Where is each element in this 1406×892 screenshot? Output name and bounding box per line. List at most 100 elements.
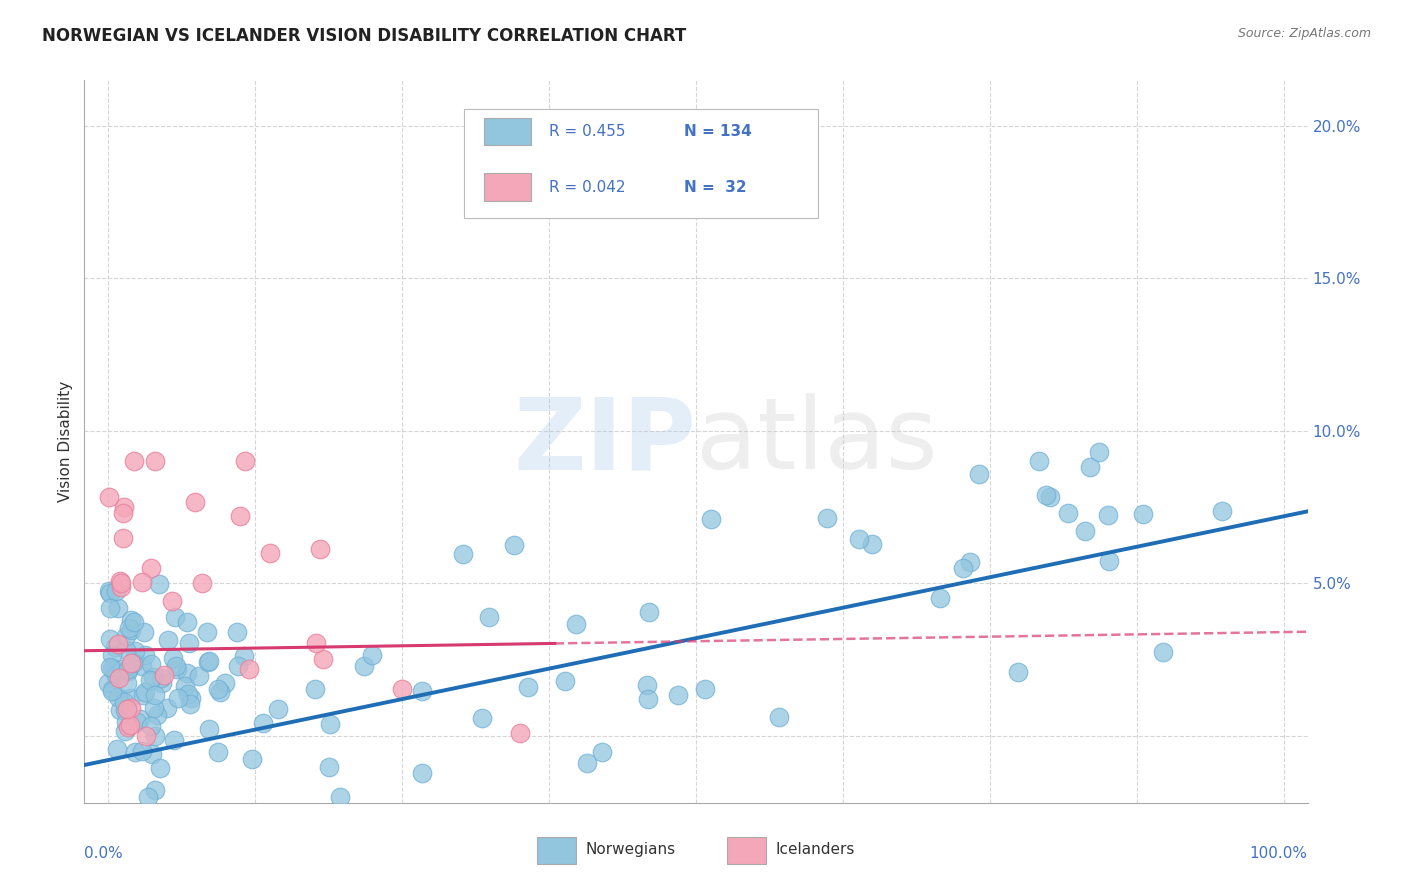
Point: [143, 454, 166, 468]
Point: [233, 454, 256, 468]
Point: [143, 701, 166, 715]
Point: [517, 680, 540, 694]
Point: [1152, 645, 1174, 659]
Point: [1098, 554, 1121, 568]
Point: [700, 512, 723, 526]
Point: [139, 657, 162, 671]
Point: [361, 648, 384, 663]
Point: [146, 707, 169, 722]
Point: [117, 662, 139, 676]
Point: [97, 675, 120, 690]
FancyBboxPatch shape: [537, 837, 576, 864]
Point: [163, 733, 186, 747]
Point: [143, 782, 166, 797]
Point: [240, 752, 263, 766]
Point: [110, 581, 132, 595]
Text: atlas: atlas: [696, 393, 938, 490]
Point: [104, 640, 127, 655]
Point: [183, 494, 205, 508]
Point: [145, 688, 167, 702]
Point: [207, 681, 229, 696]
Point: [124, 615, 146, 629]
Point: [139, 673, 162, 687]
Point: [173, 679, 195, 693]
Point: [176, 665, 198, 680]
Point: [1028, 453, 1050, 467]
Point: [207, 745, 229, 759]
Point: [232, 649, 254, 664]
Point: [114, 703, 136, 717]
Point: [141, 747, 163, 761]
FancyBboxPatch shape: [484, 118, 531, 145]
Text: Icelanders: Icelanders: [776, 842, 855, 857]
Point: [636, 678, 658, 692]
Point: [120, 657, 142, 671]
Point: [1039, 490, 1062, 504]
Point: [305, 636, 328, 650]
Point: [319, 716, 342, 731]
Point: [162, 651, 184, 665]
Point: [139, 719, 162, 733]
Point: [1007, 665, 1029, 680]
Point: [411, 684, 433, 698]
Point: [177, 636, 200, 650]
Point: [98, 601, 121, 615]
Point: [165, 610, 187, 624]
Point: [959, 555, 981, 569]
Point: [98, 632, 121, 647]
Point: [107, 690, 129, 704]
Point: [209, 684, 232, 698]
Point: [120, 624, 142, 638]
Point: [149, 671, 172, 685]
Point: [141, 561, 163, 575]
Point: [198, 654, 221, 668]
Point: [768, 709, 790, 723]
Point: [318, 759, 340, 773]
Point: [638, 605, 661, 619]
Point: [197, 655, 219, 669]
Point: [134, 685, 156, 699]
Point: [564, 617, 586, 632]
Point: [195, 624, 218, 639]
Text: Norwegians: Norwegians: [586, 842, 676, 857]
Point: [111, 531, 134, 545]
Text: N = 134: N = 134: [683, 124, 751, 139]
Point: [125, 715, 148, 730]
Point: [591, 745, 613, 759]
Point: [191, 576, 214, 591]
Point: [124, 745, 146, 759]
Point: [1097, 508, 1119, 522]
Point: [122, 656, 145, 670]
Point: [105, 741, 128, 756]
Point: [136, 789, 159, 804]
Point: [156, 701, 179, 715]
Point: [108, 574, 131, 588]
Point: [134, 648, 156, 662]
Point: [166, 691, 188, 706]
Point: [967, 467, 990, 481]
FancyBboxPatch shape: [727, 837, 766, 864]
Point: [226, 624, 249, 639]
Text: Source: ZipAtlas.com: Source: ZipAtlas.com: [1237, 27, 1371, 40]
FancyBboxPatch shape: [484, 173, 531, 201]
Point: [214, 676, 236, 690]
Point: [166, 662, 188, 676]
Point: [391, 682, 413, 697]
Point: [502, 537, 524, 551]
Point: [153, 668, 176, 682]
Point: [98, 586, 121, 600]
Text: NORWEGIAN VS ICELANDER VISION DISABILITY CORRELATION CHART: NORWEGIAN VS ICELANDER VISION DISABILITY…: [42, 27, 686, 45]
Point: [101, 684, 124, 698]
Point: [114, 714, 136, 729]
Point: [101, 661, 124, 675]
Point: [575, 756, 598, 770]
Point: [107, 601, 129, 615]
Point: [267, 702, 290, 716]
FancyBboxPatch shape: [464, 109, 818, 218]
Point: [180, 691, 202, 706]
Point: [115, 675, 138, 690]
Point: [149, 761, 172, 775]
Point: [1078, 460, 1101, 475]
Point: [304, 682, 326, 697]
Point: [98, 490, 121, 504]
